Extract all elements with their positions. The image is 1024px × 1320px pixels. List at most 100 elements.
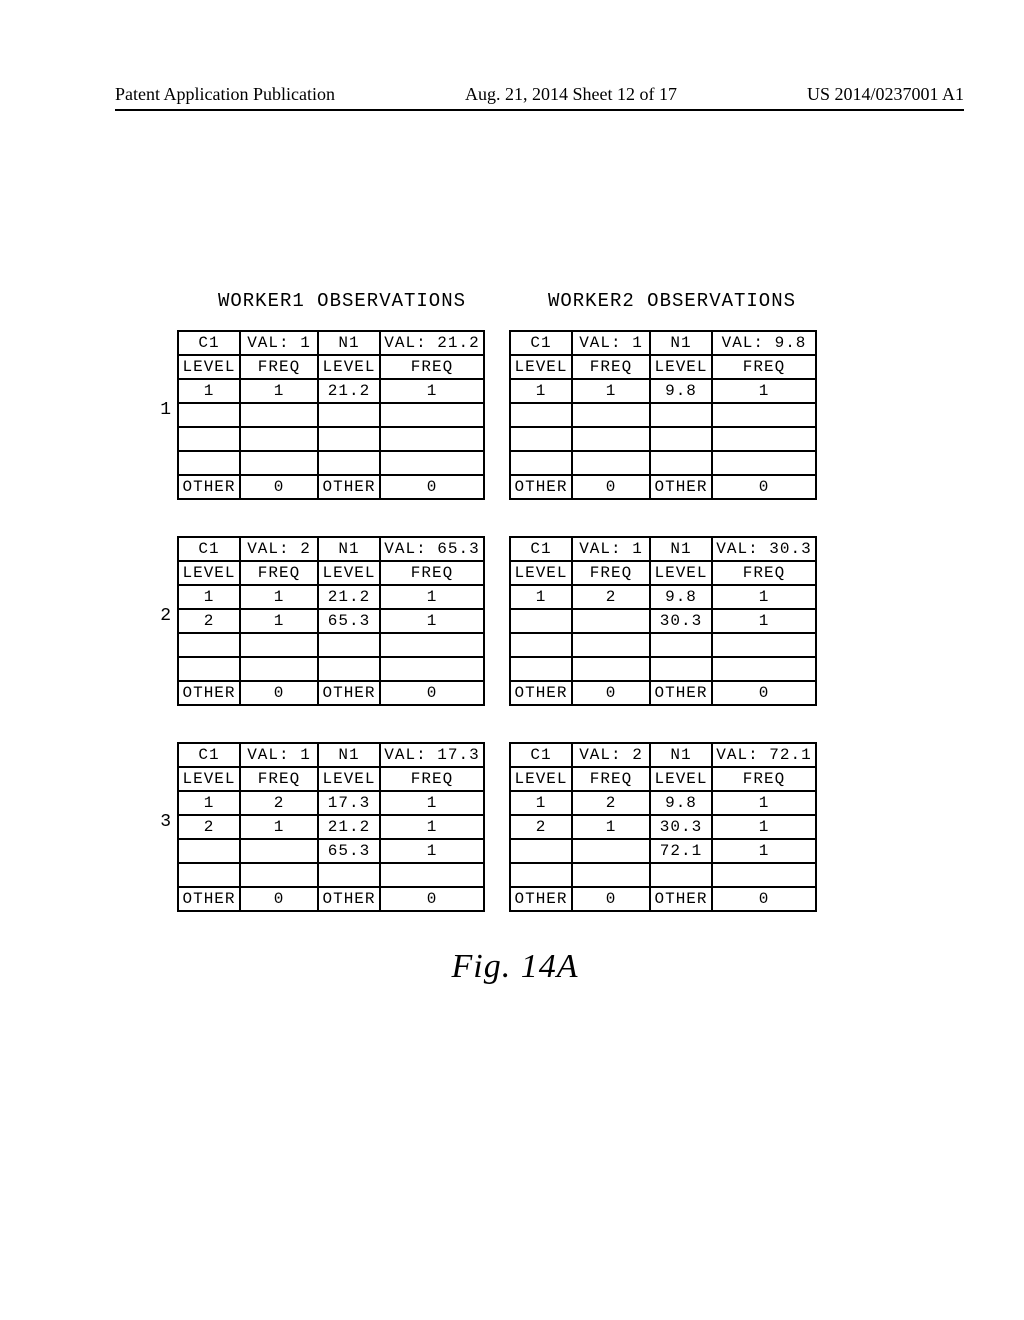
table-cell — [650, 657, 712, 681]
table-cell — [318, 451, 380, 475]
table-cell: VAL: 2 — [240, 537, 318, 561]
table-cell: 1 — [380, 839, 484, 863]
table-cell: LEVEL — [510, 355, 572, 379]
table-cell — [650, 427, 712, 451]
table-cell: VAL: 9.8 — [712, 331, 816, 355]
table-cell: 21.2 — [318, 815, 380, 839]
table-cell — [240, 657, 318, 681]
table-cell: 1 — [240, 609, 318, 633]
column-titles: WORKER1 OBSERVATIONS WORKER2 OBSERVATION… — [177, 290, 875, 312]
table-cell: VAL: 1 — [240, 331, 318, 355]
table-cell: 2 — [572, 791, 650, 815]
table-cell — [510, 657, 572, 681]
table-cell — [650, 863, 712, 887]
table-cell: 1 — [510, 585, 572, 609]
table-cell — [318, 657, 380, 681]
table-cell — [510, 451, 572, 475]
table-cell: LEVEL — [650, 355, 712, 379]
table-cell — [178, 633, 240, 657]
table-cell — [380, 863, 484, 887]
table-cell — [510, 839, 572, 863]
table-cell — [712, 403, 816, 427]
table-cell — [712, 427, 816, 451]
table-cell: FREQ — [712, 561, 816, 585]
table-cell: OTHER — [650, 681, 712, 705]
table-cell: 1 — [380, 609, 484, 633]
table-cell: 1 — [178, 379, 240, 403]
table-cell: LEVEL — [178, 355, 240, 379]
table-cell — [712, 633, 816, 657]
table-cell: 0 — [240, 681, 318, 705]
table-cell: VAL: 17.3 — [380, 743, 484, 767]
table-cell: VAL: 2 — [572, 743, 650, 767]
table-cell: 0 — [380, 887, 484, 911]
table-cell: 9.8 — [650, 379, 712, 403]
table-cell: FREQ — [240, 767, 318, 791]
table-cell — [240, 839, 318, 863]
table-cell: C1 — [178, 743, 240, 767]
table-cell: 1 — [510, 791, 572, 815]
table-cell: 2 — [240, 791, 318, 815]
table-cell: 1 — [712, 379, 816, 403]
observation-table: C1VAL: 1N1VAL: 21.2LEVELFREQLEVELFREQ112… — [177, 330, 485, 500]
table-cell: 0 — [572, 475, 650, 499]
table-cell: OTHER — [510, 887, 572, 911]
table-cell: LEVEL — [318, 355, 380, 379]
table-cell — [380, 657, 484, 681]
row-number: 3 — [155, 812, 177, 832]
table-cell: FREQ — [380, 767, 484, 791]
worker2-title: WORKER2 OBSERVATIONS — [507, 290, 837, 312]
table-cell: FREQ — [380, 561, 484, 585]
table-cell — [380, 427, 484, 451]
table-cell: C1 — [178, 331, 240, 355]
table-cell: 65.3 — [318, 609, 380, 633]
table-cell: 1 — [380, 585, 484, 609]
table-cell: OTHER — [178, 681, 240, 705]
table-cell — [510, 427, 572, 451]
table-cell: 9.8 — [650, 585, 712, 609]
table-cell: 0 — [712, 681, 816, 705]
table-cell: FREQ — [240, 561, 318, 585]
table-cell — [712, 863, 816, 887]
observation-row: 3C1VAL: 1N1VAL: 17.3LEVELFREQLEVELFREQ12… — [155, 742, 875, 912]
table-cell — [572, 609, 650, 633]
table-cell: 2 — [510, 815, 572, 839]
table-cell: 65.3 — [318, 839, 380, 863]
table-cell — [572, 863, 650, 887]
table-cell: N1 — [318, 331, 380, 355]
observation-rows: 1C1VAL: 1N1VAL: 21.2LEVELFREQLEVELFREQ11… — [155, 330, 875, 912]
table-cell — [178, 657, 240, 681]
table-cell: 1 — [178, 585, 240, 609]
table-cell: OTHER — [510, 475, 572, 499]
table-cell — [380, 633, 484, 657]
table-cell: N1 — [650, 537, 712, 561]
table-cell: 2 — [178, 609, 240, 633]
table-cell — [380, 403, 484, 427]
table-cell — [318, 633, 380, 657]
table-cell — [650, 633, 712, 657]
table-cell: 0 — [712, 887, 816, 911]
observation-table: C1VAL: 1N1VAL: 17.3LEVELFREQLEVELFREQ121… — [177, 742, 485, 912]
table-cell — [318, 863, 380, 887]
table-cell: C1 — [178, 537, 240, 561]
table-cell: 72.1 — [650, 839, 712, 863]
table-cell — [380, 451, 484, 475]
table-cell: FREQ — [572, 767, 650, 791]
table-cell: C1 — [510, 743, 572, 767]
table-cell — [572, 403, 650, 427]
table-cell — [178, 427, 240, 451]
table-cell: FREQ — [380, 355, 484, 379]
header-right: US 2014/0237001 A1 — [807, 84, 964, 105]
table-cell: 1 — [380, 791, 484, 815]
table-cell: FREQ — [712, 767, 816, 791]
table-cell: 21.2 — [318, 585, 380, 609]
table-cell: 1 — [712, 791, 816, 815]
table-cell: OTHER — [650, 887, 712, 911]
table-cell — [572, 633, 650, 657]
table-cell: 30.3 — [650, 815, 712, 839]
table-cell — [572, 657, 650, 681]
observation-row: 1C1VAL: 1N1VAL: 21.2LEVELFREQLEVELFREQ11… — [155, 330, 875, 500]
table-cell: 1 — [240, 379, 318, 403]
table-cell: OTHER — [650, 475, 712, 499]
table-cell: FREQ — [240, 355, 318, 379]
